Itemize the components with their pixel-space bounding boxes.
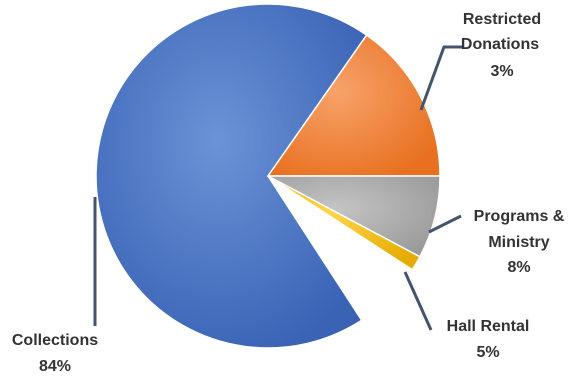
leader-line-hall <box>403 271 433 331</box>
label-collections-line1: Collections <box>12 332 98 349</box>
slice-collections <box>95 3 368 349</box>
label-programs-ministry-percent: 8% <box>507 259 530 276</box>
label-programs-ministry-line1: Programs & <box>474 208 565 225</box>
label-restricted-donations-line2: Donations <box>461 36 539 53</box>
label-collections-percent: 84% <box>39 358 71 375</box>
label-hall-rental-line1: Hall Rental <box>447 318 530 335</box>
label-restricted-donations-line1: Restricted <box>463 11 541 28</box>
label-restricted-donations-percent: 3% <box>490 63 513 80</box>
leader-line-programs <box>428 214 462 234</box>
slice-hall-rental <box>267 175 421 271</box>
label-hall-rental-percent: 5% <box>476 344 499 361</box>
leader-line-restricted <box>419 45 462 111</box>
label-programs-ministry-line2: Ministry <box>488 234 549 251</box>
slice-restricted-donations <box>266 34 441 177</box>
